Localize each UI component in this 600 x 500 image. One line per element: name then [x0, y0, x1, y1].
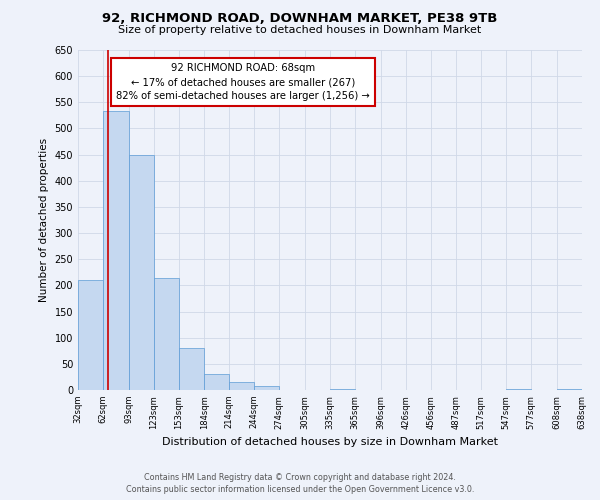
Bar [205, 374, 229, 390]
Bar [330, 389, 355, 390]
Text: Contains HM Land Registry data © Crown copyright and database right 2024.
Contai: Contains HM Land Registry data © Crown c… [126, 472, 474, 494]
Bar [254, 386, 279, 390]
Text: 92 RICHMOND ROAD: 68sqm
← 17% of detached houses are smaller (267)
82% of semi-d: 92 RICHMOND ROAD: 68sqm ← 17% of detache… [116, 63, 370, 101]
Bar [129, 154, 154, 390]
X-axis label: Distribution of detached houses by size in Downham Market: Distribution of detached houses by size … [162, 437, 498, 447]
Bar [557, 389, 582, 390]
Y-axis label: Number of detached properties: Number of detached properties [39, 138, 49, 302]
Text: 92, RICHMOND ROAD, DOWNHAM MARKET, PE38 9TB: 92, RICHMOND ROAD, DOWNHAM MARKET, PE38 … [103, 12, 497, 26]
Bar [154, 278, 179, 390]
Bar [229, 382, 254, 390]
Bar [103, 111, 129, 390]
Bar [179, 348, 205, 390]
Bar [506, 389, 531, 390]
Bar [78, 280, 103, 390]
Text: Size of property relative to detached houses in Downham Market: Size of property relative to detached ho… [118, 25, 482, 35]
